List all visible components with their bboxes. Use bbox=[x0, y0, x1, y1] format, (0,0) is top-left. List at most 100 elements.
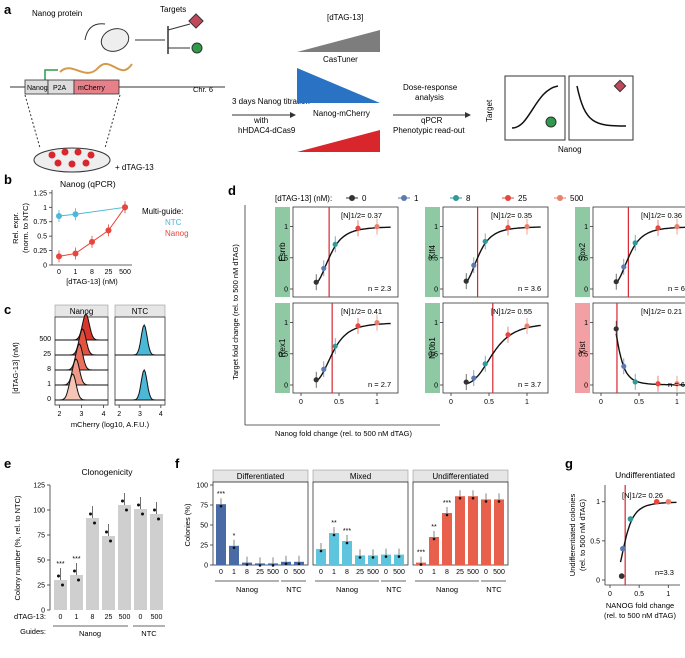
star-Undifferentiated-2: *** bbox=[443, 500, 451, 507]
bar-1 bbox=[70, 575, 83, 610]
guide-ntc-2: NTC bbox=[486, 585, 502, 594]
bar-Undifferentiated-2 bbox=[442, 513, 452, 565]
step2a-text: Dose-response bbox=[403, 83, 458, 92]
dot-Undifferentiated-5 bbox=[484, 500, 488, 503]
dot-a-3 bbox=[105, 530, 108, 534]
cat-label-5: 0 bbox=[139, 614, 143, 621]
guide-ntc-1: NTC bbox=[386, 585, 402, 594]
dot-b-0 bbox=[61, 583, 64, 587]
point-3 bbox=[653, 498, 660, 505]
star-Differentiated-1: * bbox=[233, 533, 236, 540]
bar-Undifferentiated-3 bbox=[455, 496, 465, 565]
box1-circle bbox=[545, 116, 557, 128]
panel-g: g Undifferentiated 0 0.5 1 0 0.5 1 [N]1/2= 0.26 n… bbox=[565, 456, 680, 620]
y-tick-label: 75 bbox=[200, 503, 208, 510]
dot-b-3 bbox=[109, 539, 112, 543]
hill-label: n=3.3 bbox=[655, 568, 674, 577]
chart-title: Clonogenicity bbox=[81, 467, 133, 477]
hill-label-Sox2: n = 6.1 bbox=[668, 284, 685, 293]
y-tick-label: 1 bbox=[43, 205, 47, 212]
bar-Mixed-6 bbox=[394, 554, 404, 565]
x-tick-label: 0.5 bbox=[484, 399, 494, 406]
bar-Mixed-3 bbox=[355, 555, 365, 565]
point-1 bbox=[620, 545, 626, 552]
x-tick-label: 1 bbox=[74, 269, 78, 276]
x-tick-label: 4 bbox=[102, 411, 106, 418]
n50-label-Klf4: [N]1/2= 0.35 bbox=[491, 211, 532, 220]
point-Sox2-2 bbox=[632, 240, 638, 246]
n50-label-Nr0b1: [N]1/2= 0.55 bbox=[491, 307, 532, 316]
y-tick-label: 0 bbox=[584, 287, 588, 294]
ridge-label-0: 0 bbox=[47, 396, 51, 403]
dot-Mixed-0 bbox=[319, 549, 323, 553]
cat-label-3: 25 bbox=[105, 614, 113, 621]
guide-nanog-1: Nanog bbox=[336, 585, 358, 594]
plot-frame-Rex1 bbox=[292, 302, 399, 394]
chromosome-label: Chr. 6 bbox=[193, 85, 213, 94]
x-tick-label: 25 bbox=[105, 269, 113, 276]
point-Klf4-3 bbox=[505, 224, 511, 231]
guide-nanog-0: Nanog bbox=[236, 585, 258, 594]
y-axis-title: Rel. expr. bbox=[11, 212, 20, 244]
point-Rex1-3 bbox=[355, 323, 361, 329]
bar-Undifferentiated-5 bbox=[481, 499, 491, 565]
plot-frame-Xist bbox=[592, 302, 685, 394]
point-Klf4-1 bbox=[471, 262, 477, 268]
x-axis-title-1: NANOG fold change bbox=[606, 601, 674, 610]
y-tick-label: 1 bbox=[434, 320, 438, 327]
y-tick-label: 0 bbox=[41, 608, 45, 615]
point-Nr0b1-1 bbox=[471, 375, 477, 381]
point-Esrrb-4 bbox=[374, 224, 380, 230]
bar-4 bbox=[118, 505, 131, 610]
point-Klf4-4 bbox=[524, 224, 530, 230]
y-axis-title: Colony number (%, rel. to NTC) bbox=[13, 495, 22, 601]
x-axis-title: mCherry (log10, A.F.U.) bbox=[71, 420, 150, 429]
cat-label-0: 0 bbox=[59, 614, 63, 621]
box1 bbox=[504, 75, 566, 141]
y-tick-label: 1 bbox=[284, 224, 288, 231]
panel-a: a Nanog protein Targets Nanog P2A mCherry Chr.… bbox=[4, 2, 634, 173]
panel-label: b bbox=[4, 172, 12, 187]
dtag-row-label: dTAG-13: bbox=[14, 612, 46, 621]
plot-frame-Sox2 bbox=[592, 206, 685, 298]
curve1 bbox=[511, 85, 559, 129]
cat-label-Differentiated-5: 0 bbox=[284, 569, 288, 576]
x-axis-title-2: (rel. to 500 nM dTAG) bbox=[604, 611, 676, 620]
cell-6 bbox=[82, 159, 90, 167]
x-tick-label: 1 bbox=[675, 399, 679, 406]
legend-dot-0 bbox=[349, 195, 355, 201]
strip-label-Mixed: Mixed bbox=[350, 472, 371, 481]
plot-frame-Klf4 bbox=[442, 206, 549, 298]
curve2 bbox=[576, 85, 627, 127]
bar-Mixed-2 bbox=[342, 541, 352, 565]
panel-d: d [dTAG-13] (nM): 0 1 8 25 500 Esrrb [N]1/2= 0.3… bbox=[228, 183, 685, 438]
y-tick-label: 0.5 bbox=[590, 538, 600, 545]
wedge1-label: [dTAG-13] bbox=[327, 13, 363, 22]
guides-row-label: Guides: bbox=[20, 627, 46, 636]
strip-label-Undifferentiated: Undifferentiated bbox=[432, 472, 488, 481]
cell-0 bbox=[48, 151, 56, 159]
cat-label-Mixed-1: 1 bbox=[332, 569, 336, 576]
ridge-label-25: 25 bbox=[43, 351, 51, 358]
hill-label-Klf4: n = 3.6 bbox=[518, 284, 541, 293]
step1c-text: hHDAC4-dCas9 bbox=[238, 126, 296, 135]
mcherry-wedge bbox=[297, 130, 380, 152]
y-tick-label: 0.5 bbox=[428, 255, 438, 262]
legend-dot-25 bbox=[505, 195, 511, 201]
y-tick-label: 0 bbox=[584, 383, 588, 390]
x-tick-label: 0.5 bbox=[634, 591, 644, 598]
legend-title: Multi-guide: bbox=[142, 207, 183, 216]
promoter-arrow bbox=[44, 69, 58, 80]
frame-Mixed bbox=[312, 481, 409, 566]
y-axis-title-2: (norm. to NTC) bbox=[21, 203, 30, 254]
y-tick-label: 125 bbox=[33, 483, 45, 490]
y-tick-label: 0.25 bbox=[33, 248, 47, 255]
legend-dot-1 bbox=[401, 195, 407, 201]
point-Esrrb-3 bbox=[355, 225, 361, 231]
x-tick-label: 0.5 bbox=[334, 399, 344, 406]
strip-label-Xist: Xist bbox=[578, 341, 587, 355]
point-Xist-1 bbox=[621, 363, 627, 369]
step2c-text: qPCR bbox=[421, 116, 443, 125]
strip-Klf4 bbox=[425, 207, 440, 297]
